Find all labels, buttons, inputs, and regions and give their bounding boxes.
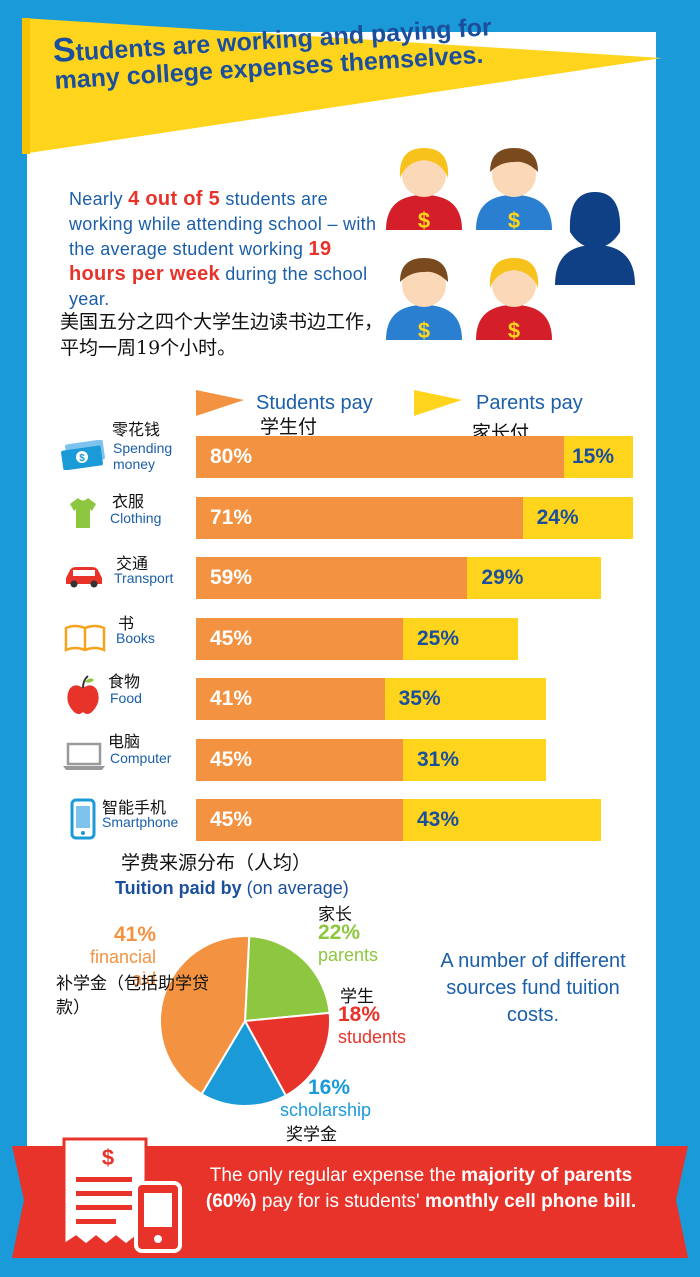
pie-label-students-cn: 学生 (340, 987, 374, 1007)
person-icon: $ (476, 148, 552, 233)
intro-chinese: 美国五分之四个大学生边读书边工作，平均一周19个小时。 (60, 311, 384, 359)
parent-silhouette-icon (555, 192, 635, 285)
pie-label-students: 18% students (338, 1003, 407, 1048)
legend-parents-flag (414, 390, 462, 416)
apple-icon (67, 675, 99, 714)
person-icon: $ (386, 148, 462, 233)
svg-text:$: $ (508, 318, 520, 343)
legend-students-cn: 学生付 (260, 416, 318, 438)
pie-slice-parents (243, 935, 331, 1023)
svg-text:$: $ (418, 318, 430, 343)
pie-slice-students (243, 1011, 331, 1097)
pie-label-financial-aid-cn: 补学金（包括助学贷款） (56, 974, 209, 1018)
legend-parents-label: Parents pay (476, 392, 583, 414)
laptop-icon (63, 742, 105, 770)
person-icon: $ (386, 258, 462, 343)
pennant-banner (22, 18, 662, 154)
car-icon (66, 567, 102, 588)
pie-label-scholarship-cn: 奖学金 (286, 1125, 337, 1145)
phone-bill-icon: $ (62, 1137, 182, 1253)
legend-students-label: Students pay (256, 392, 373, 414)
money-icon: $ (61, 440, 105, 470)
intro-text: Nearly 4 out of 5 students are working w… (69, 188, 377, 309)
tuition-title: Tuition paid by (on average) (115, 878, 349, 898)
book-icon (64, 624, 106, 652)
pie-label-scholarship: 16% scholarship (280, 1076, 372, 1121)
people-illustration: $ $ $ $ (386, 148, 635, 343)
pie-label-parents-cn: 家长 (318, 905, 352, 925)
legend-students-flag (196, 390, 244, 416)
tuition-pie-chart (159, 935, 331, 1107)
sources-note: A number of different sources fund tuiti… (440, 950, 626, 1026)
shirt-icon (70, 498, 96, 528)
person-icon: $ (476, 258, 552, 343)
svg-text:$: $ (102, 1145, 114, 1170)
legend-parents-cn: 家长付 (472, 422, 530, 444)
footer-text: The only regular expense the majority of… (205, 1165, 637, 1212)
svg-text:$: $ (418, 208, 430, 233)
pie-slice-financial-aid (159, 935, 251, 1096)
pie-label-parents: 22% parents (318, 921, 379, 966)
svg-text:$: $ (508, 208, 520, 233)
svg-text:$: $ (79, 453, 85, 464)
pie-slice-scholarship (200, 1018, 288, 1107)
tuition-title-cn: 学费来源分布（人均） (121, 852, 312, 874)
smartphone-icon (70, 798, 96, 840)
pie-label-financial-aid: 41% financial aid (89, 923, 156, 990)
